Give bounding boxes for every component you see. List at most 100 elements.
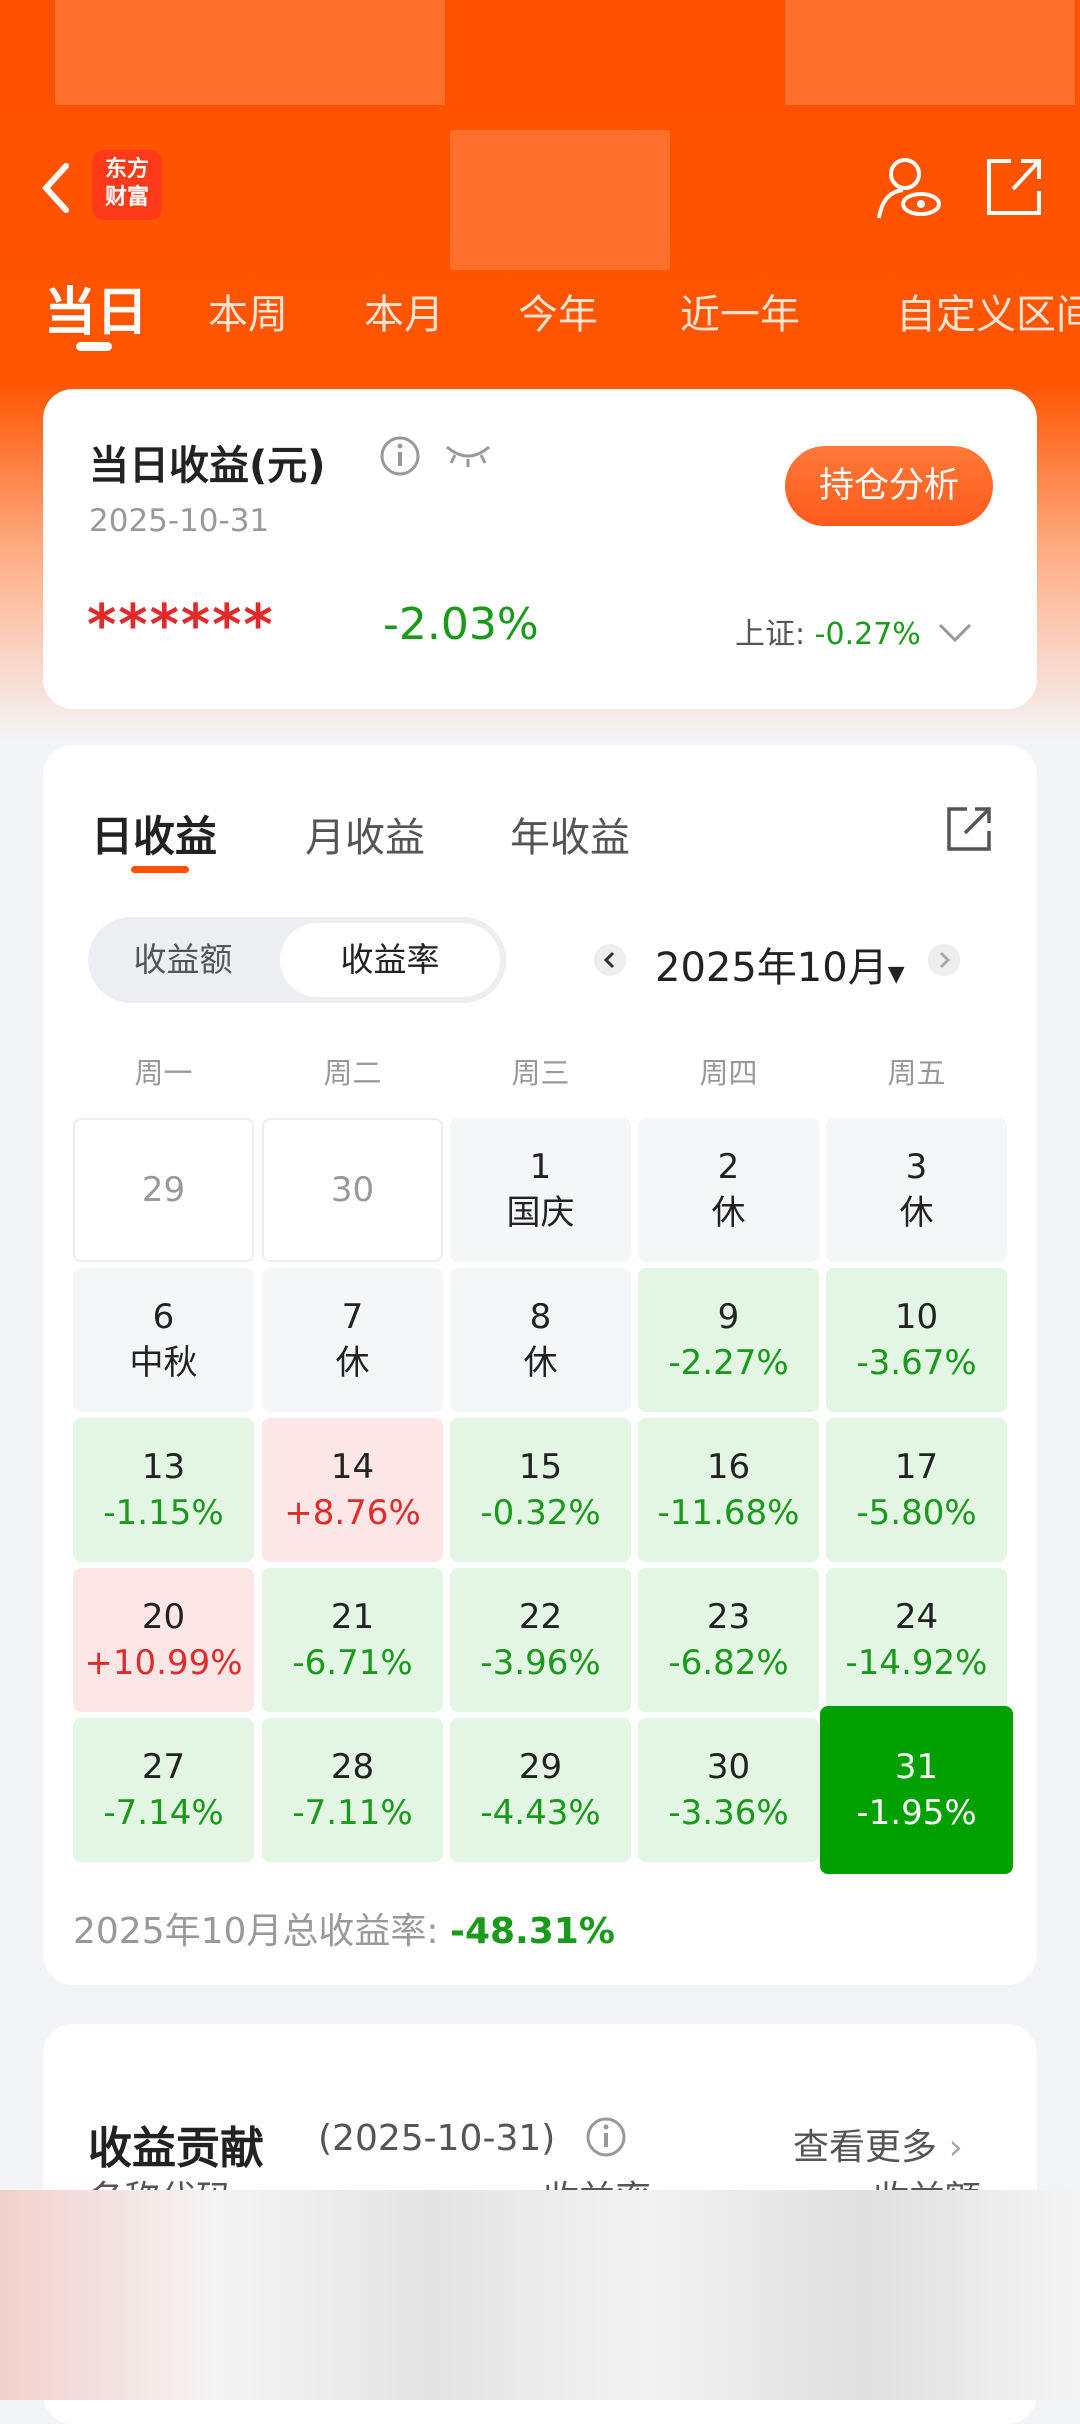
- holding-analysis-button[interactable]: 持仓分析: [785, 446, 993, 526]
- day-value: -0.32%: [480, 1493, 601, 1533]
- weekday-label: 周一: [134, 1056, 193, 1090]
- day-number: 16: [706, 1447, 751, 1487]
- user-eye-icon[interactable]: [875, 152, 945, 222]
- tab-month[interactable]: 本月: [364, 292, 444, 338]
- calendar-day-cell[interactable]: 24 -14.92%: [826, 1568, 1007, 1712]
- calendar-day-cell[interactable]: 16 -11.68%: [638, 1418, 819, 1562]
- total-label: 2025年10月总收益率:: [73, 1911, 439, 1952]
- day-value: 休: [711, 1193, 746, 1233]
- calendar-day-cell[interactable]: 31 -1.95%: [820, 1706, 1013, 1874]
- share-icon[interactable]: [945, 803, 995, 853]
- day-number: 1: [529, 1147, 552, 1187]
- chevron-left-icon: [41, 163, 69, 213]
- calendar-day-cell[interactable]: 9 -2.27%: [638, 1268, 819, 1412]
- back-button[interactable]: [36, 160, 76, 216]
- day-number: 7: [341, 1297, 364, 1337]
- calendar-day-cell[interactable]: 17 -5.80%: [826, 1418, 1007, 1562]
- calendar-day-cell[interactable]: 1 国庆: [450, 1118, 631, 1262]
- status-bar-redacted: [785, 0, 1075, 105]
- tab-custom[interactable]: 自定义区间: [896, 292, 1080, 338]
- daily-rate: -2.03%: [383, 599, 539, 650]
- calendar-day-cell[interactable]: 29: [73, 1118, 254, 1262]
- calendar-day-cell[interactable]: 6 中秋: [73, 1268, 254, 1412]
- calendar-day-cell[interactable]: 29 -4.43%: [450, 1718, 631, 1862]
- weekday-label: 周四: [699, 1056, 758, 1090]
- calendar-day-cell[interactable]: 28 -7.11%: [262, 1718, 443, 1862]
- calendar-day-cell[interactable]: 30 -3.36%: [638, 1718, 819, 1862]
- month-selector[interactable]: 2025年10月▼: [655, 935, 905, 993]
- title-redacted: [450, 130, 670, 270]
- tab-last-year[interactable]: 近一年: [680, 292, 800, 338]
- day-number: 14: [330, 1447, 375, 1487]
- calendar-day-cell[interactable]: 13 -1.15%: [73, 1418, 254, 1562]
- chevron-right-icon: ›: [948, 2127, 963, 2168]
- day-value: -4.43%: [480, 1793, 601, 1833]
- day-number: 23: [706, 1597, 751, 1637]
- info-icon[interactable]: [585, 2116, 627, 2158]
- month-total: 2025年10月总收益率: -48.31%: [73, 1902, 615, 1954]
- day-value: -6.71%: [292, 1643, 413, 1683]
- day-value: 中秋: [129, 1343, 198, 1383]
- day-number: 29: [141, 1170, 186, 1210]
- day-number: 15: [518, 1447, 563, 1487]
- tab-year[interactable]: 今年: [518, 292, 598, 338]
- day-value: -6.82%: [668, 1643, 789, 1683]
- prev-month-icon[interactable]: [593, 943, 627, 977]
- total-value: -48.31%: [450, 1911, 615, 1952]
- day-value: 国庆: [506, 1193, 575, 1233]
- day-number: 2: [717, 1147, 740, 1187]
- calendar-day-cell[interactable]: 30: [262, 1118, 443, 1262]
- calendar-day-cell[interactable]: 27 -7.14%: [73, 1718, 254, 1862]
- day-value: -3.67%: [856, 1343, 977, 1383]
- tab-indicator: [76, 342, 112, 351]
- toggle-rate[interactable]: 收益率: [280, 923, 500, 997]
- day-value: -1.15%: [103, 1493, 224, 1533]
- view-more-label: 查看更多: [793, 2127, 938, 2168]
- summary-title: 当日收益(元): [89, 443, 326, 489]
- day-value: -7.14%: [103, 1793, 224, 1833]
- weekday-label: 周五: [887, 1056, 946, 1090]
- day-value: +10.99%: [84, 1643, 243, 1683]
- eye-closed-icon[interactable]: [443, 439, 493, 469]
- day-value: -2.27%: [668, 1343, 789, 1383]
- calendar-day-cell[interactable]: 10 -3.67%: [826, 1268, 1007, 1412]
- calendar-day-cell[interactable]: 23 -6.82%: [638, 1568, 819, 1712]
- tab-week[interactable]: 本周: [208, 292, 288, 338]
- day-value: -11.68%: [657, 1493, 800, 1533]
- share-icon[interactable]: [985, 155, 1045, 217]
- app-logo: 东方 财富: [92, 150, 162, 220]
- tab-today[interactable]: 当日: [44, 283, 149, 343]
- day-value: -14.92%: [845, 1643, 988, 1683]
- status-bar-redacted: [55, 0, 445, 105]
- tab-monthly[interactable]: 月收益: [305, 815, 425, 861]
- day-value: -3.96%: [480, 1643, 601, 1683]
- day-number: 30: [330, 1170, 375, 1210]
- contribution-date: (2025-10-31): [318, 2118, 556, 2159]
- day-number: 28: [330, 1747, 375, 1787]
- calendar-day-cell[interactable]: 22 -3.96%: [450, 1568, 631, 1712]
- next-month-icon[interactable]: [927, 943, 961, 977]
- calendar-day-cell[interactable]: 14 +8.76%: [262, 1418, 443, 1562]
- day-value: -5.80%: [856, 1493, 977, 1533]
- day-value: -3.36%: [668, 1793, 789, 1833]
- toggle-amount[interactable]: 收益额: [133, 940, 233, 979]
- day-number: 27: [141, 1747, 186, 1787]
- tab-indicator: [131, 866, 189, 873]
- day-number: 31: [894, 1747, 939, 1787]
- day-number: 30: [706, 1747, 751, 1787]
- caret-down-icon: ▼: [887, 962, 905, 987]
- info-icon[interactable]: [379, 435, 421, 477]
- calendar-day-cell[interactable]: 20 +10.99%: [73, 1568, 254, 1712]
- tab-daily[interactable]: 日收益: [91, 812, 218, 861]
- day-number: 21: [330, 1597, 375, 1637]
- calendar-day-cell[interactable]: 21 -6.71%: [262, 1568, 443, 1712]
- index-compare[interactable]: 上证: -0.27%: [735, 609, 972, 653]
- calendar-day-cell[interactable]: 15 -0.32%: [450, 1418, 631, 1562]
- view-more-link[interactable]: 查看更多 ›: [793, 2118, 963, 2170]
- day-number: 22: [518, 1597, 563, 1637]
- tab-yearly[interactable]: 年收益: [510, 815, 630, 861]
